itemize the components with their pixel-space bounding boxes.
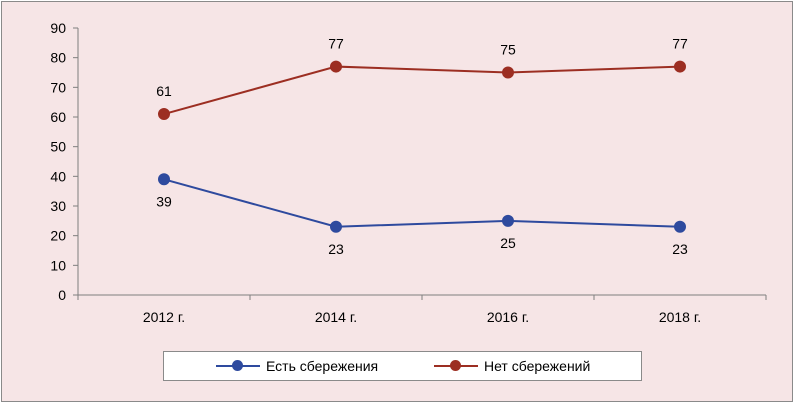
data-point [158, 108, 170, 121]
chart-data-labels: 39 23 25 23 61 77 75 77 [156, 36, 688, 257]
x-tick-label: 2018 г. [659, 309, 701, 325]
series-line-1 [163, 178, 681, 228]
legend-item-series-2: Нет сбережений [434, 352, 590, 380]
chart-series [158, 60, 686, 233]
y-tick-label: 80 [50, 50, 66, 66]
x-tick-label: 2014 г. [315, 309, 357, 325]
data-point [158, 173, 170, 186]
y-tick-label: 10 [50, 257, 66, 273]
chart-axes: 0 10 20 30 40 50 60 70 80 90 2012 г. 2014 г. 2016 г.… [50, 20, 767, 325]
series-line-2 [163, 65, 681, 115]
data-label: 75 [500, 42, 516, 58]
data-point [674, 220, 686, 233]
y-tick-label: 0 [58, 287, 66, 303]
y-tick-label: 90 [50, 20, 66, 36]
x-tick-label: 2012 г. [143, 309, 185, 325]
y-tick-label: 60 [50, 109, 66, 125]
y-tick-label: 50 [50, 139, 66, 155]
legend-label-series-1: Есть сбережения [266, 358, 379, 374]
data-point [330, 220, 342, 233]
legend-swatch-series-2 [434, 360, 478, 372]
data-point [330, 60, 342, 73]
y-tick-label: 40 [50, 168, 66, 184]
legend-item-series-1: Есть сбережения [216, 352, 378, 380]
data-label: 77 [672, 36, 688, 52]
chart-legend: Есть сбережения Нет сбережений [163, 351, 642, 381]
data-point [502, 66, 514, 79]
data-label: 77 [328, 36, 344, 52]
data-label: 25 [500, 235, 516, 251]
x-tick-label: 2016 г. [487, 309, 529, 325]
legend-label-series-2: Нет сбережений [484, 358, 591, 374]
data-point [674, 60, 686, 73]
y-tick-label: 20 [50, 228, 66, 244]
y-tick-label: 30 [50, 198, 66, 214]
data-point [502, 214, 514, 227]
data-label: 39 [156, 193, 172, 209]
y-tick-label: 70 [50, 79, 66, 95]
data-label: 23 [328, 241, 344, 257]
legend-swatch-series-1 [216, 360, 260, 372]
data-label: 23 [672, 241, 688, 257]
data-label: 61 [156, 83, 172, 99]
